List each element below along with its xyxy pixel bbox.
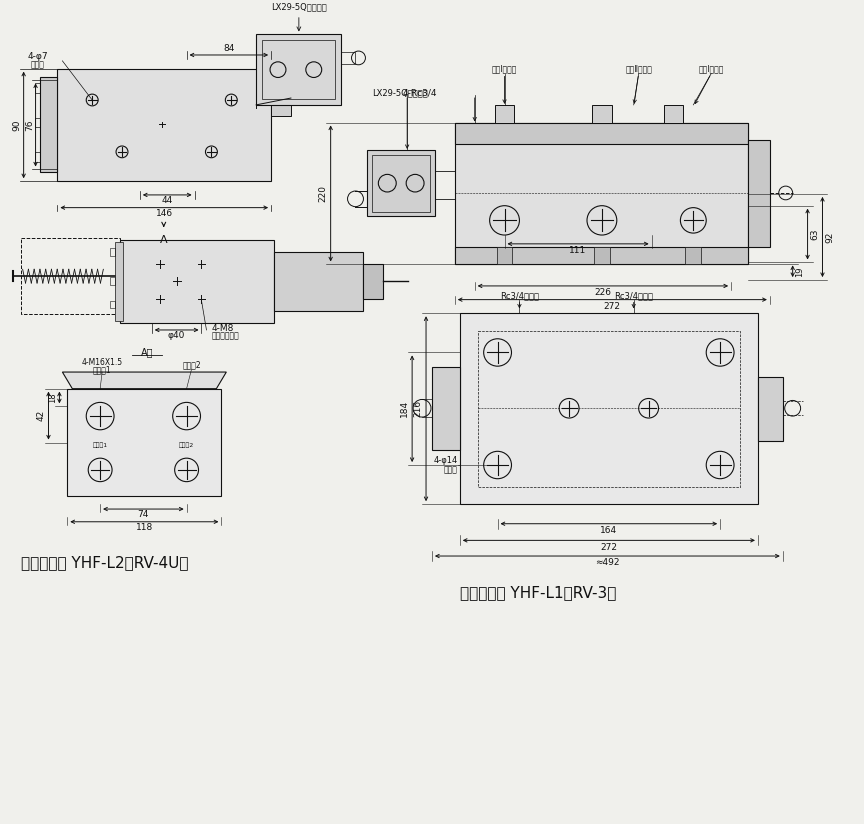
Text: 安装孔: 安装孔 <box>444 466 458 475</box>
Bar <box>110 277 115 285</box>
Text: 226: 226 <box>594 288 612 297</box>
Bar <box>35 152 40 162</box>
Bar <box>115 242 123 321</box>
Text: 回油口1: 回油口1 <box>92 442 108 448</box>
Text: A向: A向 <box>141 348 153 358</box>
Bar <box>21 238 120 314</box>
Text: 4-φ14: 4-φ14 <box>434 456 458 465</box>
Text: Rc3/4进油口: Rc3/4进油口 <box>614 291 653 300</box>
Bar <box>454 123 748 265</box>
Text: 90: 90 <box>12 119 22 131</box>
Text: 272: 272 <box>600 543 618 552</box>
Text: 4-Rc3/4: 4-Rc3/4 <box>403 89 437 98</box>
Text: 272: 272 <box>604 302 621 311</box>
Bar <box>435 171 454 199</box>
Text: 111: 111 <box>569 246 587 255</box>
Text: 安装孔: 安装孔 <box>30 60 44 69</box>
Bar <box>758 377 783 441</box>
Bar <box>120 240 274 323</box>
Text: 216: 216 <box>414 400 422 417</box>
Text: 4-M8: 4-M8 <box>212 324 234 333</box>
Text: 74: 74 <box>137 510 149 519</box>
Text: Rc3/4回油口: Rc3/4回油口 <box>500 291 539 300</box>
Text: 出油口1: 出油口1 <box>92 366 111 375</box>
Text: 63: 63 <box>810 228 819 240</box>
Bar <box>748 140 770 246</box>
Bar <box>432 368 460 451</box>
Text: 液压换向阀 YHF-L2（RV-4U）: 液压换向阀 YHF-L2（RV-4U） <box>21 555 188 570</box>
Bar <box>454 123 748 144</box>
Bar <box>35 83 40 93</box>
Text: 76: 76 <box>25 119 34 131</box>
Text: 管线Ⅰ出油口: 管线Ⅰ出油口 <box>492 64 518 73</box>
Text: 42: 42 <box>37 410 46 421</box>
Bar <box>35 118 40 128</box>
Text: 118: 118 <box>136 523 153 532</box>
Bar <box>271 98 291 115</box>
Text: 18: 18 <box>48 392 57 403</box>
Bar <box>110 301 115 308</box>
Bar <box>364 265 384 298</box>
Text: ≈492: ≈492 <box>595 559 619 568</box>
Text: 4-M16X1.5: 4-M16X1.5 <box>81 358 123 367</box>
Text: 184: 184 <box>400 400 409 417</box>
Bar <box>40 77 57 172</box>
Bar <box>67 389 221 496</box>
Text: 164: 164 <box>600 526 618 535</box>
Polygon shape <box>62 372 226 389</box>
Bar <box>372 155 430 212</box>
Bar <box>478 331 740 486</box>
Text: LX29-5Q行程开关: LX29-5Q行程开关 <box>271 2 327 11</box>
Text: 220: 220 <box>318 185 327 202</box>
Text: 4-φ7: 4-φ7 <box>28 53 48 62</box>
Text: φ40: φ40 <box>168 331 186 340</box>
Text: 管线Ⅰ进油口: 管线Ⅰ进油口 <box>698 64 724 73</box>
Text: 液压换向阀 YHF-L1（RV-3）: 液压换向阀 YHF-L1（RV-3） <box>460 585 616 600</box>
Bar <box>256 35 340 105</box>
Text: 44: 44 <box>162 196 173 205</box>
Bar <box>664 105 683 123</box>
Text: 146: 146 <box>156 209 173 218</box>
Bar <box>685 246 702 265</box>
Text: 回油口2: 回油口2 <box>179 442 194 448</box>
Text: 84: 84 <box>223 44 234 53</box>
Text: A: A <box>160 235 168 245</box>
Bar <box>340 52 355 63</box>
Bar <box>460 313 758 504</box>
Bar <box>592 105 612 123</box>
Bar <box>497 246 512 265</box>
Text: 溢流阀安装孔: 溢流阀安装孔 <box>212 331 239 340</box>
Bar <box>262 40 334 99</box>
Bar <box>110 248 115 255</box>
Bar <box>57 68 271 181</box>
Text: 92: 92 <box>825 232 834 243</box>
Text: LX29-5Q行程开关: LX29-5Q行程开关 <box>372 89 429 98</box>
Bar <box>454 246 748 265</box>
Text: 出油口2: 出油口2 <box>182 361 200 370</box>
Text: 管线Ⅱ出油口: 管线Ⅱ出油口 <box>626 64 652 73</box>
Text: 19: 19 <box>795 266 804 277</box>
Bar <box>594 246 610 265</box>
Bar <box>494 105 514 123</box>
Bar <box>367 150 435 217</box>
Bar <box>274 251 364 311</box>
